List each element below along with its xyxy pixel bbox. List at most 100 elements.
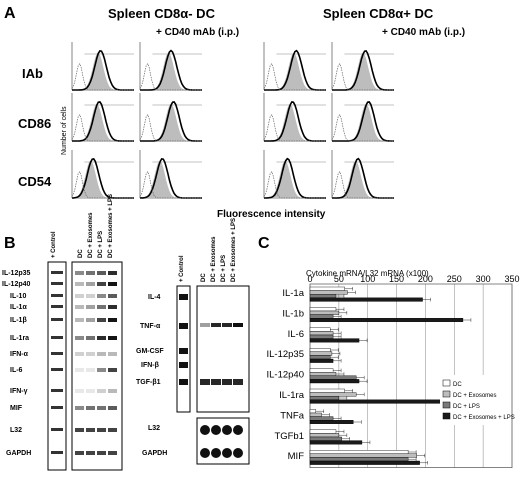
histogram-treated-curve	[264, 157, 326, 199]
panel-a-treatment-left: + CD40 mAb (i.p.)	[156, 27, 239, 38]
right-gel-label-ifnb: IFN-β	[141, 362, 160, 369]
left-gel-lane-dc: DC	[78, 249, 84, 258]
histogram-grid	[71, 42, 394, 199]
left-gel-bands	[51, 271, 117, 455]
histogram-treated-curve	[72, 101, 134, 142]
gel-band	[97, 389, 106, 393]
bar	[309, 351, 333, 356]
gel-band	[97, 271, 106, 275]
panel-a-header-left: Spleen CD8α- DC	[108, 6, 216, 21]
bar	[309, 310, 340, 315]
gel-band	[97, 352, 106, 356]
histogram-filled-curve	[264, 160, 326, 198]
gel-band	[108, 368, 117, 372]
gel-band	[86, 271, 95, 275]
gel-band	[108, 336, 117, 340]
right-gel-lane-dc-exo-lps: DC + Exosomes + LPS	[231, 218, 237, 282]
gel-band	[108, 389, 117, 393]
histogram-filled-curve	[140, 103, 202, 141]
histogram-isotype-curve	[71, 113, 134, 142]
x-tick-label: 150	[389, 274, 404, 284]
bar	[309, 368, 334, 373]
histogram-treated-curve	[332, 50, 394, 91]
gel-band	[211, 448, 221, 458]
right-gel-label-gmcsf: GM-CSF	[136, 348, 164, 355]
legend-swatch	[442, 390, 451, 398]
gel-band	[51, 451, 63, 454]
bar	[309, 436, 342, 441]
category-label: IL-1ra	[279, 390, 305, 401]
histogram-plot	[139, 93, 202, 142]
right-gel-label-l32: L32	[148, 425, 160, 432]
histogram-isotype-curve	[331, 113, 394, 142]
gel-band	[75, 318, 84, 322]
left-gel-control-label: + Control	[51, 231, 57, 258]
gel-label-il12p40: IL-12p40	[2, 281, 31, 288]
gel-band	[108, 282, 117, 286]
gel-label-ifna: IFN-α	[10, 351, 29, 358]
gel-band	[51, 406, 63, 409]
histogram-filled-curve	[264, 52, 326, 90]
gel-band	[51, 318, 63, 321]
gel-band	[75, 428, 84, 432]
gel-band	[233, 448, 243, 458]
bar-chart: 0 50 100 150 200 250 300 350 IL-1a IL-1b IL-6 IL-12…	[266, 274, 520, 469]
gel-band	[108, 352, 117, 356]
histogram-treated-curve	[140, 49, 202, 91]
right-gel-lane-dc-exo: DC + Exosomes	[211, 236, 217, 282]
gel-label-mif: MIF	[10, 405, 23, 412]
gel-band	[86, 336, 95, 340]
histogram-plot	[71, 93, 134, 142]
histogram-isotype-curve	[263, 170, 326, 199]
bar	[309, 450, 409, 455]
bar	[309, 318, 464, 323]
bar	[309, 453, 417, 458]
left-gel-main-blot	[71, 261, 123, 471]
histogram-filled-curve	[332, 52, 394, 90]
bar	[309, 375, 357, 380]
panel-c-label: C	[258, 235, 270, 252]
gel-band	[86, 294, 95, 298]
histogram-isotype-curve	[139, 113, 202, 142]
gel-band	[108, 451, 117, 455]
gel-band	[75, 294, 84, 298]
legend-swatch	[442, 401, 451, 409]
gel-band	[222, 425, 232, 435]
legend-label: DC + LPS	[453, 404, 480, 410]
histogram-isotype-curve	[139, 170, 202, 199]
gel-label-il1ra: IL-1ra	[10, 335, 29, 342]
bar	[309, 388, 345, 393]
gel-label-il6: IL-6	[10, 367, 23, 374]
bar	[309, 358, 334, 363]
row-label-cd86: CD86	[18, 116, 51, 131]
category-label: IL-1b	[282, 308, 304, 319]
histogram-plot	[263, 42, 326, 91]
x-tick-label: 300	[476, 274, 491, 284]
gel-band	[51, 271, 63, 274]
bar	[309, 457, 409, 462]
gel-band	[86, 305, 95, 309]
gel-band	[200, 448, 210, 458]
chart-legend: DC DC + Exosomes DC + LPS DC + Exosomes + L…	[440, 375, 515, 425]
gel-label-gapdh: GAPDH	[6, 450, 31, 457]
histogram-isotype-curve	[331, 170, 394, 199]
gel-band	[75, 282, 84, 286]
right-gel-lane-dc: DC	[201, 273, 207, 282]
right-gel-control-label: + Control	[179, 255, 185, 282]
histogram-isotype-curve	[263, 113, 326, 142]
gel-band	[97, 282, 106, 286]
gel-band	[97, 406, 106, 410]
gel-label-il12p35: IL-12p35	[2, 270, 31, 277]
x-tick-label: 250	[447, 274, 462, 284]
gel-label-ifng: IFN-γ	[10, 388, 28, 395]
legend-label: DC	[453, 382, 462, 388]
gel-band	[108, 318, 117, 322]
histogram-isotype-curve	[71, 62, 134, 91]
histogram-treated-curve	[264, 101, 326, 142]
histogram-plot	[331, 150, 394, 199]
gel-band	[86, 406, 95, 410]
gel-label-il1b: IL-1β	[10, 317, 27, 324]
bar	[309, 327, 331, 332]
gel-band	[97, 368, 106, 372]
